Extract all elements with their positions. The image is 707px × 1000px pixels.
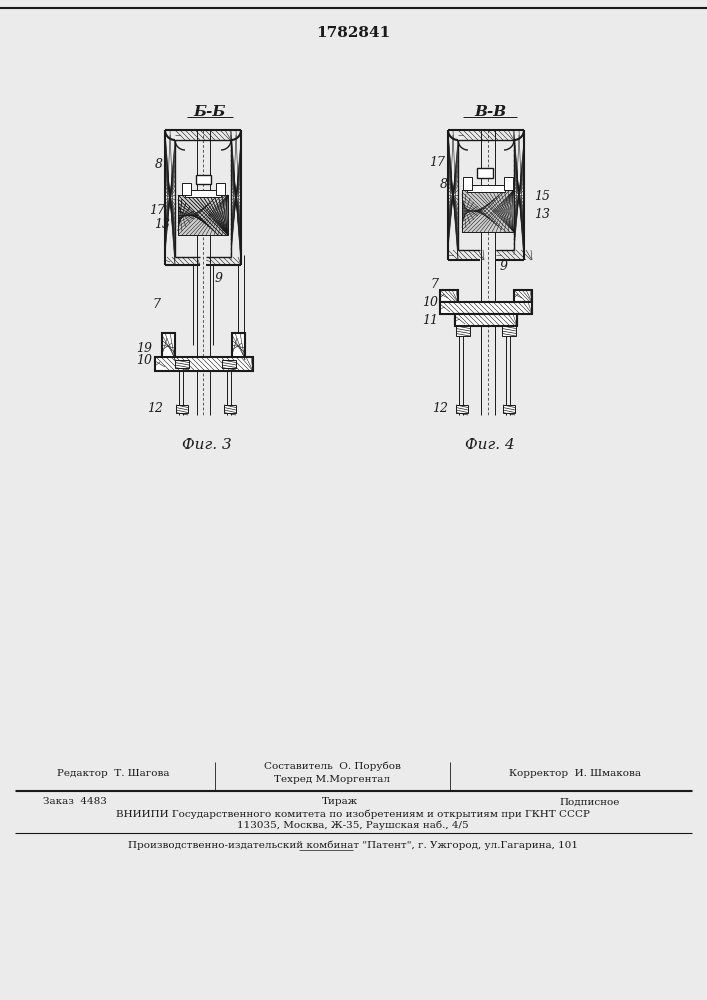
- Bar: [185, 190, 221, 197]
- Text: Фиг. 4: Фиг. 4: [465, 438, 515, 452]
- Text: Фиг. 3: Фиг. 3: [182, 438, 232, 452]
- Text: 9: 9: [500, 260, 508, 273]
- Text: Техред М.Моргентал: Техред М.Моргентал: [274, 776, 390, 784]
- Bar: [178, 195, 228, 235]
- Bar: [176, 405, 188, 413]
- Text: 7: 7: [152, 298, 160, 312]
- Text: 10: 10: [136, 354, 152, 366]
- Text: ВНИИПИ Государственного комитета по изобретениям и открытиям при ГКНТ СССР: ВНИИПИ Государственного комитета по изоб…: [116, 809, 590, 819]
- Text: 8: 8: [155, 158, 163, 172]
- Bar: [455, 314, 517, 326]
- Bar: [514, 290, 532, 302]
- Text: 10: 10: [422, 296, 438, 308]
- Bar: [216, 183, 225, 195]
- Text: 13: 13: [534, 209, 550, 222]
- Bar: [232, 333, 245, 360]
- Text: 17: 17: [149, 204, 165, 217]
- Bar: [440, 302, 532, 314]
- Text: Заказ  4483: Заказ 4483: [43, 798, 107, 806]
- Bar: [456, 405, 468, 413]
- Bar: [162, 333, 175, 360]
- Text: Редактор  Т. Шагова: Редактор Т. Шагова: [57, 768, 169, 778]
- Bar: [463, 177, 472, 190]
- Text: 1782841: 1782841: [316, 26, 390, 40]
- Text: Тираж: Тираж: [322, 798, 358, 806]
- Text: 17: 17: [429, 156, 445, 169]
- Bar: [224, 405, 236, 413]
- Bar: [222, 360, 236, 368]
- Bar: [456, 326, 470, 336]
- Bar: [502, 326, 516, 336]
- Text: 7: 7: [430, 278, 438, 292]
- Text: Производственно-издательский комбинат "Патент", г. Ужгород, ул.Гагарина, 101: Производственно-издательский комбинат "П…: [128, 840, 578, 850]
- Text: 113035, Москва, Ж-35, Раушская наб., 4/5: 113035, Москва, Ж-35, Раушская наб., 4/5: [237, 820, 469, 830]
- Bar: [440, 290, 458, 302]
- Text: Подписное: Подписное: [560, 798, 620, 806]
- Bar: [155, 357, 253, 371]
- Bar: [503, 405, 515, 413]
- Bar: [196, 175, 211, 184]
- Text: 8: 8: [440, 178, 448, 192]
- Bar: [462, 190, 514, 232]
- Bar: [182, 183, 191, 195]
- Bar: [504, 177, 513, 190]
- Text: 19: 19: [136, 342, 152, 355]
- Text: В-В: В-В: [474, 105, 506, 119]
- Text: 15: 15: [534, 190, 550, 202]
- Text: 12: 12: [432, 401, 448, 414]
- Text: 12: 12: [147, 401, 163, 414]
- Text: Составитель  О. Порубов: Составитель О. Порубов: [264, 761, 400, 771]
- Bar: [175, 360, 189, 368]
- Text: 9: 9: [215, 271, 223, 284]
- Text: 11: 11: [422, 314, 438, 326]
- Text: Б-Б: Б-Б: [194, 105, 226, 119]
- Bar: [477, 168, 493, 178]
- Bar: [467, 185, 505, 192]
- Text: 13: 13: [154, 219, 170, 232]
- Text: Корректор  И. Шмакова: Корректор И. Шмакова: [509, 768, 641, 778]
